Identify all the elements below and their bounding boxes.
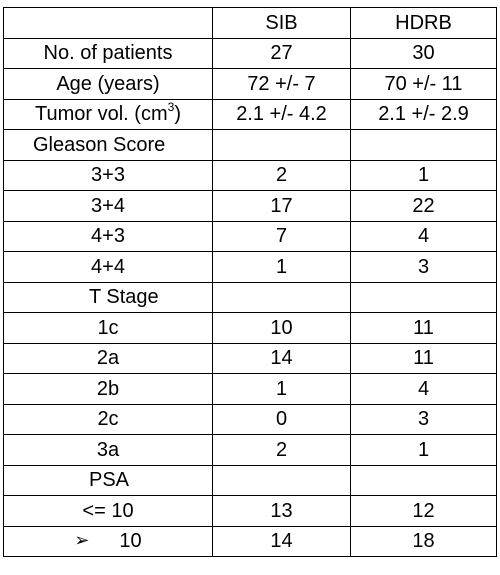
row-label-text: Tumor vol. (cm — [35, 103, 168, 126]
sib-value: 17 — [212, 190, 351, 222]
row-label: <= 10 — [3, 495, 213, 527]
table-row: No. of patients 27 30 — [3, 37, 497, 69]
sib-value: 14 — [212, 342, 351, 374]
header-row: SIB HDRB — [3, 7, 497, 39]
sib-value: 7 — [212, 220, 351, 252]
sib-value: 1 — [212, 373, 351, 405]
hdrb-value: 2.1 +/- 2.9 — [350, 98, 497, 130]
row-label: 4+3 — [3, 220, 213, 252]
sib-value: 10 — [212, 312, 351, 344]
row-label: ➢ 10 — [3, 525, 213, 557]
table-row: ➢ 10 14 18 — [3, 525, 497, 557]
hdrb-value: 12 — [350, 495, 497, 527]
section-row: PSA — [3, 464, 497, 496]
row-label-text: 10 — [119, 530, 142, 553]
row-label: 3+3 — [3, 159, 213, 191]
empty-cell — [350, 464, 497, 496]
hdrb-value: 18 — [350, 525, 497, 557]
table-row: Age (years) 72 +/- 7 70 +/- 11 — [3, 68, 497, 100]
hdrb-value: 4 — [350, 220, 497, 252]
table-row: 2c 0 3 — [3, 403, 497, 435]
empty-cell — [212, 281, 351, 313]
row-label: 1c — [3, 312, 213, 344]
row-label: 2c — [3, 403, 213, 435]
hdrb-value: 11 — [350, 312, 497, 344]
row-label: 2a — [3, 342, 213, 374]
sib-value: 27 — [212, 37, 351, 69]
row-label: 3+4 — [3, 190, 213, 222]
table-row: 4+4 1 3 — [3, 251, 497, 283]
sib-value: 2 — [212, 159, 351, 191]
hdrb-value: 22 — [350, 190, 497, 222]
empty-cell — [212, 464, 351, 496]
hdrb-value: 70 +/- 11 — [350, 68, 497, 100]
empty-cell — [350, 281, 497, 313]
sib-value: 2.1 +/- 4.2 — [212, 98, 351, 130]
hdrb-value: 1 — [350, 159, 497, 191]
table-row: 3a 2 1 — [3, 434, 497, 466]
hdrb-value: 30 — [350, 37, 497, 69]
hdrb-value: 3 — [350, 251, 497, 283]
header-sib: SIB — [212, 7, 351, 39]
patient-characteristics-table: SIB HDRB No. of patients 27 30 Age (year… — [3, 7, 497, 557]
sib-value: 14 — [212, 525, 351, 557]
row-label-close: ) — [174, 103, 181, 126]
empty-cell — [350, 129, 497, 161]
section-label-gleason: Gleason Score — [3, 129, 213, 161]
table-row: 4+3 7 4 — [3, 220, 497, 252]
arrowhead-bullet-icon: ➢ — [74, 530, 90, 551]
sib-value: 72 +/- 7 — [212, 68, 351, 100]
section-label-tstage: T Stage — [3, 281, 213, 313]
table-row: 3+3 2 1 — [3, 159, 497, 191]
table-row: <= 10 13 12 — [3, 495, 497, 527]
hdrb-value: 4 — [350, 373, 497, 405]
section-label-psa: PSA — [3, 464, 213, 496]
row-label: Tumor vol. (cm3) — [3, 98, 213, 130]
row-label: 3a — [3, 434, 213, 466]
empty-cell — [212, 129, 351, 161]
table-row: 2b 1 4 — [3, 373, 497, 405]
row-label: Age (years) — [3, 68, 213, 100]
table-row: Tumor vol. (cm3) 2.1 +/- 4.2 2.1 +/- 2.9 — [3, 98, 497, 130]
section-row: T Stage — [3, 281, 497, 313]
hdrb-value: 11 — [350, 342, 497, 374]
hdrb-value: 3 — [350, 403, 497, 435]
table-row: 1c 10 11 — [3, 312, 497, 344]
table-row: 3+4 17 22 — [3, 190, 497, 222]
table-row: 2a 14 11 — [3, 342, 497, 374]
row-label: 2b — [3, 373, 213, 405]
row-label: No. of patients — [3, 37, 213, 69]
sib-value: 13 — [212, 495, 351, 527]
sib-value: 1 — [212, 251, 351, 283]
header-hdrb: HDRB — [350, 7, 497, 39]
superscript: 3 — [167, 100, 175, 115]
hdrb-value: 1 — [350, 434, 497, 466]
header-empty-cell — [3, 7, 213, 39]
section-row: Gleason Score — [3, 129, 497, 161]
sib-value: 2 — [212, 434, 351, 466]
sib-value: 0 — [212, 403, 351, 435]
row-label: 4+4 — [3, 251, 213, 283]
